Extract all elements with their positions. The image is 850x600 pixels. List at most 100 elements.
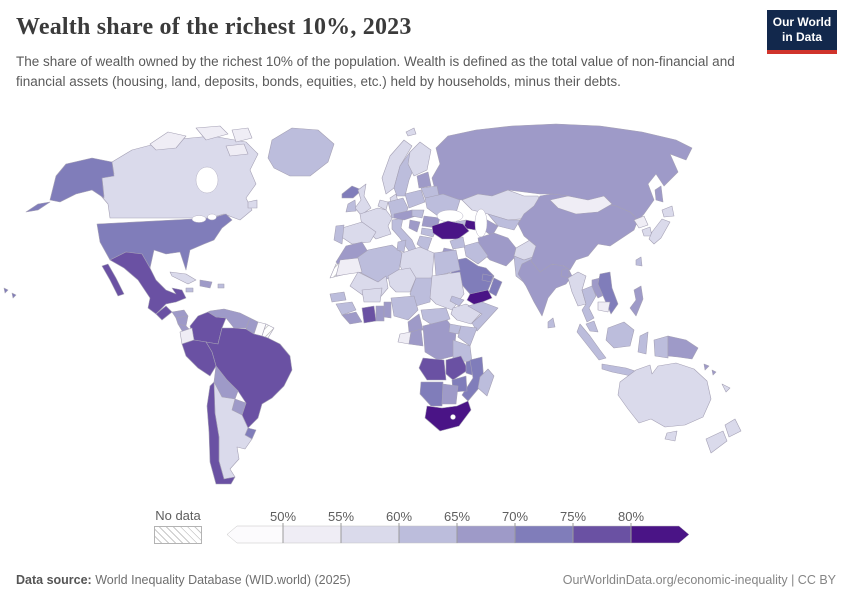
country-alaska[interactable]	[25, 157, 115, 213]
no-data-label: No data	[155, 508, 201, 523]
legend-bin-lt50[interactable]	[226, 525, 284, 544]
country-philippines[interactable]	[629, 285, 644, 317]
page-title: Wealth share of the richest 10%, 2023	[16, 14, 412, 40]
country-canadian-arctic[interactable]	[149, 125, 253, 157]
country-vietnam[interactable]	[597, 271, 619, 315]
country-newfoundland[interactable]	[247, 199, 258, 209]
country-nigeria[interactable]	[390, 295, 419, 321]
legend-bin-60-65[interactable]	[398, 525, 458, 544]
country-south-korea[interactable]	[641, 226, 653, 237]
country-new-caledonia[interactable]	[721, 383, 731, 393]
country-cuba[interactable]	[169, 271, 197, 285]
country-sulawesi[interactable]	[637, 331, 649, 355]
country-myanmar[interactable]	[567, 271, 587, 307]
country-svalbard[interactable]	[405, 127, 417, 137]
country-azerbaijan[interactable]	[463, 219, 478, 231]
country-portugal[interactable]	[333, 224, 345, 245]
country-new-zealand[interactable]	[705, 418, 742, 454]
country-mauritania[interactable]	[335, 257, 363, 277]
country-finland[interactable]	[407, 141, 432, 177]
country-oman[interactable]	[488, 277, 503, 297]
country-papua-new-guinea[interactable]	[667, 335, 699, 360]
country-alpine-europe[interactable]	[393, 209, 417, 221]
country-zambia[interactable]	[445, 355, 469, 381]
country-benin-togo[interactable]	[383, 301, 392, 319]
country-madagascar[interactable]	[477, 368, 495, 397]
country-tasmania[interactable]	[664, 430, 678, 442]
country-hispaniola[interactable]	[199, 279, 213, 289]
legend-bin-gt80[interactable]	[630, 525, 690, 544]
country-chile[interactable]	[206, 381, 236, 485]
country-burkina-faso[interactable]	[361, 287, 383, 303]
no-data-swatch[interactable]	[154, 526, 202, 544]
country-guinea[interactable]	[335, 301, 357, 316]
owid-link[interactable]: OurWorldinData.org/economic-inequality	[562, 573, 788, 587]
country-bulgaria[interactable]	[420, 227, 437, 238]
country-west-papua[interactable]	[653, 335, 669, 359]
chart-footer: Data source: World Inequality Database (…	[16, 573, 836, 587]
country-hungary[interactable]	[411, 209, 425, 219]
country-uae[interactable]	[481, 273, 494, 283]
country-australia[interactable]	[617, 362, 712, 428]
great-lake-west	[191, 215, 207, 223]
country-niger[interactable]	[387, 267, 417, 293]
country-norway[interactable]	[381, 139, 413, 195]
country-tunisia[interactable]	[396, 239, 407, 253]
country-jamaica[interactable]	[185, 287, 194, 293]
country-sakhalin[interactable]	[654, 185, 664, 203]
country-turkey[interactable]	[431, 220, 470, 240]
country-poland[interactable]	[404, 189, 426, 209]
country-hawaii[interactable]	[3, 287, 17, 299]
country-north-korea[interactable]	[633, 215, 649, 229]
country-united-kingdom[interactable]	[354, 183, 372, 216]
country-senegal[interactable]	[329, 291, 347, 303]
country-nicaragua[interactable]	[175, 315, 189, 327]
country-taiwan[interactable]	[635, 256, 643, 267]
owid-logo: Our World in Data	[767, 10, 837, 54]
legend-bin-70-75[interactable]	[514, 525, 574, 544]
country-balkans[interactable]	[408, 219, 421, 233]
country-cambodia[interactable]	[597, 301, 611, 313]
country-ghana[interactable]	[375, 305, 385, 322]
legend-tick-55: 55%	[328, 509, 354, 524]
country-somalia[interactable]	[467, 301, 499, 332]
country-yemen[interactable]	[466, 289, 493, 306]
country-chad[interactable]	[409, 277, 433, 307]
country-ireland[interactable]	[345, 199, 357, 213]
country-puerto-rico[interactable]	[217, 283, 225, 289]
country-mongolia[interactable]	[549, 195, 613, 215]
legend-tick-70: 70%	[502, 509, 528, 524]
legend-tick-65: 65%	[444, 509, 470, 524]
legend-bin-55-60[interactable]	[340, 525, 400, 544]
country-iceland[interactable]	[341, 185, 363, 199]
legend-bin-75-80[interactable]	[572, 525, 632, 544]
country-sri-lanka[interactable]	[547, 317, 556, 329]
country-iraq[interactable]	[463, 241, 489, 265]
country-uzbekistan[interactable]	[487, 213, 521, 231]
country-sierra-leone[interactable]	[341, 311, 363, 325]
country-sumatra[interactable]	[576, 323, 607, 361]
country-ivory-coast[interactable]	[361, 305, 377, 324]
country-mexico[interactable]	[101, 251, 187, 315]
country-south-africa[interactable]	[424, 400, 472, 432]
legend-bin-50-55[interactable]	[282, 525, 342, 544]
country-syria[interactable]	[449, 236, 466, 250]
country-uganda[interactable]	[448, 323, 462, 335]
country-congo[interactable]	[408, 328, 424, 347]
country-malaysia[interactable]	[585, 320, 599, 333]
country-solomon-islands[interactable]	[703, 363, 717, 376]
country-namibia[interactable]	[419, 381, 444, 407]
country-cameroon[interactable]	[407, 313, 424, 333]
owid-logo-line1: Our World	[772, 15, 832, 29]
country-borneo[interactable]	[605, 321, 635, 349]
country-greenland[interactable]	[267, 127, 335, 177]
legend-bin-65-70[interactable]	[456, 525, 516, 544]
country-thailand[interactable]	[581, 285, 597, 323]
country-japan[interactable]	[648, 205, 675, 245]
country-angola[interactable]	[418, 357, 447, 381]
country-baltics[interactable]	[416, 171, 432, 189]
country-botswana[interactable]	[441, 383, 459, 405]
country-venezuela[interactable]	[207, 308, 251, 329]
country-egypt[interactable]	[433, 249, 461, 277]
